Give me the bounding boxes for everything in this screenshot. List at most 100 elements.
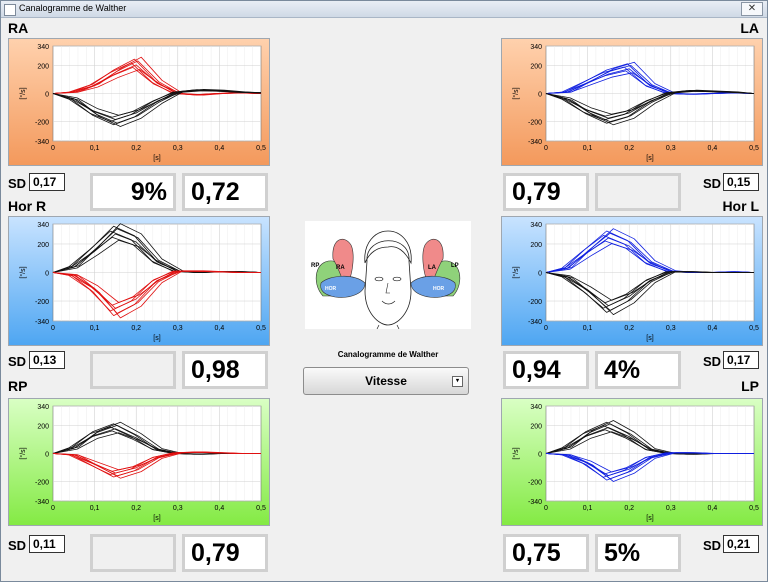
x-tick-label: 0,4 [708,325,718,332]
x-axis-label: [s] [153,335,160,342]
y-tick-label: 340 [530,404,542,411]
x-tick-label: 0,2 [624,505,634,512]
y-tick-label: 340 [530,222,542,229]
y-axis-label: [°/s] [19,87,27,99]
sd-value-horl: 0,17 [723,351,759,369]
x-tick-label: 0 [51,505,55,512]
series-line-black [545,271,754,315]
percent-horr [90,351,176,389]
neck-shape [376,324,400,330]
canal-illustration: RP RA HOR LA LP HOR [305,221,471,330]
la-canal-shape [422,238,444,282]
chevron-down-icon[interactable]: ▾ [452,376,463,387]
x-tick-label: 0,1 [90,505,100,512]
x-tick-label: 0,4 [215,325,225,332]
series-line-blue [545,61,755,95]
percent-ra: 9% [90,173,176,211]
canal-title-lp: LP [741,378,759,394]
x-tick-label: 0,5 [256,325,266,332]
y-tick-label: -340 [35,319,49,326]
percent-lp: 5% [595,534,681,572]
series-line-black [545,90,755,115]
series-line-red [52,270,261,319]
y-tick-label: 340 [37,222,49,229]
window-title: Canalogramme de Walther [19,3,127,13]
x-axis-label: [s] [153,515,160,522]
x-tick-label: 0,3 [173,325,183,332]
x-tick-label: 0,1 [583,325,593,332]
y-tick-label: -340 [528,319,542,326]
y-tick-label: 340 [37,44,49,51]
sd-label: SD [8,354,27,369]
y-tick-label: -200 [528,119,542,126]
close-button[interactable]: ✕ [741,2,763,16]
x-tick-label: 0,3 [666,145,676,152]
gain-horr: 0,98 [182,351,268,389]
y-tick-label: -200 [35,479,49,486]
y-tick-label: 200 [37,424,49,431]
plot-panel-la: 340 200 0 -200 -340 0 0,1 0,2 0,3 0,4 0,5 [s] [°/s] [501,38,763,166]
sd-label: SD [8,176,27,191]
y-tick-label: 340 [530,44,542,51]
nose-shape [385,282,390,294]
canal-title-ra: RA [8,20,29,36]
x-axis-label: [s] [646,335,653,342]
x-tick-label: 0,4 [215,145,225,152]
velocity-select-value: Vitesse [365,374,407,388]
series-line-black [52,89,262,124]
x-tick-label: 0,2 [624,325,634,332]
x-tick-label: 0 [544,325,548,332]
x-tick-label: 0 [544,145,548,152]
gain-horl: 0,94 [503,351,589,389]
sd-value-horr: 0,13 [29,351,65,369]
x-tick-label: 0 [544,505,548,512]
face-shape [364,240,412,326]
x-tick-label: 0,5 [256,505,266,512]
y-tick-label: 0 [45,452,49,459]
left-eye-shape [374,276,384,282]
plot-panel-rp: 340 200 0 -200 -340 0 0,1 0,2 0,3 0,4 0,5 [s] [°/s] [8,398,270,526]
sd-label: SD [703,354,722,369]
center-caption: Canalogramme de Walther [337,350,439,359]
series-line-black [52,90,262,116]
x-tick-label: 0,5 [749,325,759,332]
x-tick-label: 0,2 [131,505,141,512]
sd-value-rp: 0,11 [29,535,65,553]
x-tick-label: 0,2 [624,145,634,152]
series-line-red [52,56,262,96]
hor-right-canal-shape [410,275,456,298]
plot-panel-ra: 340 200 0 -200 -340 0 0,1 0,2 0,3 0,4 0,5 [s] [°/s] [8,38,270,166]
label-lp: LP [451,263,459,269]
y-tick-label: 0 [538,271,542,278]
velocity-select[interactable]: Vitesse ▾ [303,367,469,395]
y-tick-label: -200 [528,479,542,486]
head-canals-icon: RP RA HOR LA LP HOR [311,230,461,330]
x-tick-label: 0,3 [666,505,676,512]
y-axis-label: [°/s] [512,447,520,459]
x-tick-label: 0 [51,325,55,332]
percent-la [595,173,681,211]
y-tick-label: 200 [37,242,49,249]
y-tick-label: 0 [45,92,49,99]
x-tick-label: 0,1 [90,325,100,332]
title-bar: Canalogramme de Walther ✕ [1,1,767,18]
y-tick-label: 0 [538,92,542,99]
y-tick-label: -200 [35,119,49,126]
plot-panel-horr: 340 200 0 -200 -340 0 0,1 0,2 0,3 0,4 0,5 [s] [°/s] [8,216,270,346]
x-tick-label: 0,5 [749,145,759,152]
x-axis-label: [s] [646,155,653,162]
series-line-red [52,451,261,479]
gain-rp: 0,79 [182,534,268,572]
x-tick-label: 0,3 [666,325,676,332]
plot-panel-horl: 340 200 0 -200 -340 0 0,1 0,2 0,3 0,4 0,5 [s] [°/s] [501,216,763,346]
y-tick-label: 200 [37,64,49,71]
hair-shape [364,230,412,265]
sd-value-ra: 0,17 [29,173,65,191]
x-tick-label: 0,4 [708,505,718,512]
x-tick-label: 0,2 [131,325,141,332]
label-hor-left: HOR [325,286,337,292]
